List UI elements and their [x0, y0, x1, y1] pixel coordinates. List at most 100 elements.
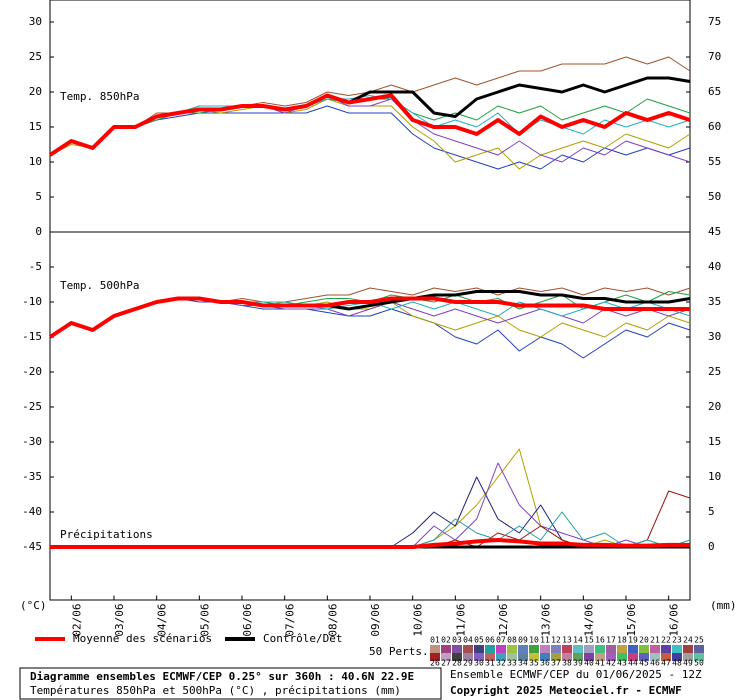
- y2-tick-label: 20: [708, 400, 721, 413]
- y2-axis-label: (mm): [710, 599, 737, 612]
- y2-tick-label: 0: [708, 540, 715, 553]
- pert-swatch: [683, 653, 693, 661]
- pert-swatch: [507, 653, 517, 661]
- y-tick-label: 15: [29, 120, 42, 133]
- y2-tick-label: 30: [708, 330, 721, 343]
- pert-label: 05: [474, 636, 484, 645]
- y2-tick-label: 35: [708, 295, 721, 308]
- pert-swatch: [452, 653, 462, 661]
- y2-tick-label: 50: [708, 190, 721, 203]
- chart-title: Diagramme ensembles ECMWF/CEP 0.25° sur …: [30, 670, 414, 683]
- pert-swatch: [452, 645, 462, 653]
- x-tick-label: 12/06: [497, 604, 510, 637]
- pert-label: 03: [452, 636, 462, 645]
- pert-swatch: [551, 645, 561, 653]
- y-tick-label: -5: [29, 260, 42, 273]
- pert-swatch: [463, 645, 473, 653]
- y-tick-label: -45: [22, 540, 42, 553]
- run-label: Ensemble ECMWF/CEP du 01/06/2025 - 12Z: [450, 668, 702, 681]
- pert-swatch: [441, 653, 451, 661]
- pert-swatch: [463, 653, 473, 661]
- x-tick-label: 16/06: [668, 604, 681, 637]
- y2-tick-label: 75: [708, 15, 721, 28]
- pert-label: 26: [430, 659, 440, 668]
- pert-swatch: [485, 645, 495, 653]
- y2-tick-label: 60: [708, 120, 721, 133]
- pert-swatch: [529, 645, 539, 653]
- pert-label: 35: [529, 659, 539, 668]
- x-tick-label: 05/06: [198, 604, 211, 637]
- y-tick-label: 0: [35, 225, 42, 238]
- pert-label: 45: [639, 659, 649, 668]
- pert-swatch: [474, 645, 484, 653]
- pert-label: 11: [540, 636, 550, 645]
- y-tick-label: 30: [29, 15, 42, 28]
- pert-swatch: [518, 653, 528, 661]
- copyright: Copyright 2025 Meteociel.fr - ECMWF: [450, 684, 682, 697]
- pert-label: 21: [650, 636, 660, 645]
- pert-swatch: [573, 645, 583, 653]
- y-tick-label: -30: [22, 435, 42, 448]
- x-tick-label: 04/06: [156, 604, 169, 637]
- y-tick-label: -25: [22, 400, 42, 413]
- pert-label: 06: [485, 636, 495, 645]
- pert-swatch: [430, 653, 440, 661]
- x-tick-label: 13/06: [540, 604, 553, 637]
- pert-swatch: [573, 653, 583, 661]
- pert-label: 07: [496, 636, 506, 645]
- pert-label: 01: [430, 636, 440, 645]
- x-tick-label: 03/06: [113, 604, 126, 637]
- y-tick-label: -40: [22, 505, 42, 518]
- pert-label: 31: [485, 659, 495, 668]
- pert-swatch: [595, 653, 605, 661]
- pert-label: 15: [584, 636, 594, 645]
- x-tick-label: 02/06: [70, 604, 83, 637]
- pert-swatch: [430, 645, 440, 653]
- pert-swatch: [584, 645, 594, 653]
- pert-label: 38: [562, 659, 572, 668]
- y-tick-label: -20: [22, 365, 42, 378]
- pert-label: 17: [606, 636, 616, 645]
- y-tick-label: -10: [22, 295, 42, 308]
- pert-swatch: [551, 653, 561, 661]
- x-tick-label: 14/06: [582, 604, 595, 637]
- pert-swatch: [485, 653, 495, 661]
- pert-swatch: [441, 645, 451, 653]
- pert-swatch: [639, 653, 649, 661]
- y2-tick-label: 10: [708, 470, 721, 483]
- y-tick-label: -35: [22, 470, 42, 483]
- y2-tick-label: 55: [708, 155, 721, 168]
- legend-label: Moyenne des scénarios: [73, 632, 212, 645]
- panel-label: Temp. 850hPa: [60, 90, 139, 103]
- pert-label: 44: [628, 659, 638, 668]
- pert-swatch: [496, 653, 506, 661]
- pert-label: 46: [650, 659, 660, 668]
- pert-swatch: [562, 645, 572, 653]
- pert-label: 09: [518, 636, 528, 645]
- pert-swatch: [650, 653, 660, 661]
- pert-swatch: [474, 653, 484, 661]
- pert-swatch: [661, 645, 671, 653]
- pert-label: 27: [441, 659, 451, 668]
- title-box: [19, 667, 442, 700]
- x-tick-label: 10/06: [412, 604, 425, 637]
- pert-label: 22: [661, 636, 671, 645]
- pert-label: 10: [529, 636, 539, 645]
- y2-tick-label: 15: [708, 435, 721, 448]
- x-tick-label: 07/06: [284, 604, 297, 637]
- legend-label: Contrôle/Det: [263, 632, 342, 645]
- pert-label: 08: [507, 636, 517, 645]
- pert-swatch: [540, 653, 550, 661]
- pert-swatch: [606, 645, 616, 653]
- pert-label: 19: [628, 636, 638, 645]
- pert-label: 32: [496, 659, 506, 668]
- y2-tick-label: 65: [708, 85, 721, 98]
- series-line: [48, 93, 691, 157]
- pert-swatch: [694, 645, 704, 653]
- pert-label: 47: [661, 659, 671, 668]
- y-tick-label: -15: [22, 330, 42, 343]
- y-tick-label: 25: [29, 50, 42, 63]
- series-line: [50, 538, 690, 549]
- y2-tick-label: 25: [708, 365, 721, 378]
